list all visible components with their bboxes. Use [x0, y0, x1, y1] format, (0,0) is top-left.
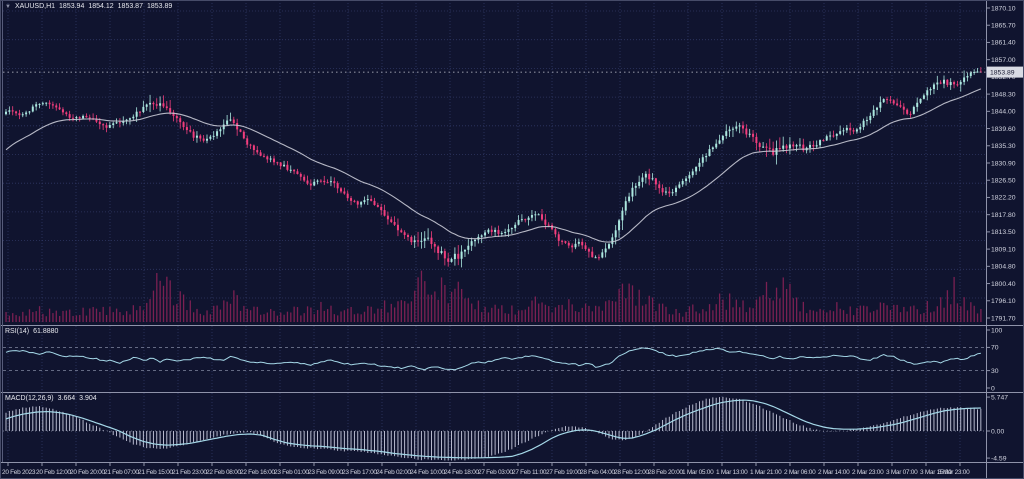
svg-text:3 Mar 07:00: 3 Mar 07:00: [886, 469, 918, 476]
svg-text:0: 0: [991, 385, 995, 392]
svg-text:1853.89: 1853.89: [990, 70, 1015, 77]
symbol-period-label: XAUUSD,H1: [14, 3, 56, 10]
svg-text:1791.70: 1791.70: [991, 315, 1016, 322]
svg-text:1800.40: 1800.40: [991, 281, 1016, 288]
svg-text:0.00: 0.00: [991, 428, 1004, 435]
svg-text:23 Feb 01:00: 23 Feb 01:00: [274, 469, 309, 476]
svg-text:30: 30: [991, 368, 999, 375]
svg-text:1852.70: 1852.70: [991, 74, 1016, 81]
ohlc-open: 1853.94: [59, 3, 85, 10]
svg-text:24 Feb 10:00: 24 Feb 10:00: [410, 469, 445, 476]
svg-text:1 Mar 13:00: 1 Mar 13:00: [716, 469, 748, 476]
svg-text:1839.60: 1839.60: [991, 126, 1016, 133]
svg-text:1 Mar 05:00: 1 Mar 05:00: [682, 469, 714, 476]
svg-text:20 Feb 12:00: 20 Feb 12:00: [36, 469, 71, 476]
svg-text:24 Feb 02:00: 24 Feb 02:00: [376, 469, 411, 476]
svg-text:5.747: 5.747: [991, 394, 1008, 401]
time-axis-labels: 20 Feb 2023 20 Feb 12:00 20 Feb 20:00 21 Fe…: [2, 462, 970, 476]
macd-indicator: [3, 396, 986, 461]
ma-line: [5, 88, 982, 243]
svg-text:2 Mar 23:00: 2 Mar 23:00: [852, 469, 884, 476]
svg-text:27 Feb 03:00: 27 Feb 03:00: [478, 469, 513, 476]
svg-text:1865.70: 1865.70: [991, 23, 1016, 30]
chart-title: ▼ XAUUSD,H1 1853.94 1854.12 1853.87 1853.89: [5, 3, 176, 10]
macd-indicator-label: MACD(12,26,9) 3.664 3.904: [5, 395, 101, 402]
svg-text:24 Feb 18:00: 24 Feb 18:00: [444, 469, 479, 476]
svg-text:1796.10: 1796.10: [991, 298, 1016, 305]
svg-text:1830.90: 1830.90: [991, 160, 1016, 167]
svg-text:21 Feb 07:00: 21 Feb 07:00: [104, 469, 139, 476]
macd-axis-labels: 5.747 0.00 -4.59: [986, 394, 1008, 462]
svg-text:22 Feb 08:00: 22 Feb 08:00: [206, 469, 241, 476]
macd-main-value: 3.664: [57, 395, 76, 402]
svg-text:1844.00: 1844.00: [991, 109, 1016, 116]
candles-layer: [5, 67, 982, 268]
svg-text:3 Mar 23:00: 3 Mar 23:00: [938, 469, 970, 476]
svg-text:-4.59: -4.59: [991, 455, 1007, 462]
svg-text:1813.50: 1813.50: [991, 229, 1016, 236]
svg-text:1861.40: 1861.40: [991, 40, 1016, 47]
svg-text:2 Mar 14:00: 2 Mar 14:00: [818, 469, 850, 476]
svg-text:28 Feb 04:00: 28 Feb 04:00: [580, 469, 615, 476]
rsi-indicator-label: RSI(14) 61.8880: [5, 328, 62, 335]
macd-name: MACD(12,26,9): [5, 395, 54, 402]
svg-text:1804.80: 1804.80: [991, 264, 1016, 271]
svg-text:1848.30: 1848.30: [991, 91, 1016, 98]
svg-text:1870.10: 1870.10: [991, 5, 1016, 12]
svg-text:1822.20: 1822.20: [991, 195, 1016, 202]
ohlc-low: 1853.87: [117, 3, 143, 10]
current-price-box: 1853.89: [987, 66, 1023, 78]
svg-text:1835.30: 1835.30: [991, 143, 1016, 150]
svg-text:23 Feb 09:00: 23 Feb 09:00: [308, 469, 343, 476]
ohlc-close: 1853.89: [146, 3, 173, 10]
svg-text:23 Feb 17:00: 23 Feb 17:00: [342, 469, 377, 476]
macd-signal-value: 3.904: [79, 395, 97, 402]
svg-text:1826.50: 1826.50: [991, 178, 1016, 185]
svg-text:20 Feb 2023: 20 Feb 2023: [2, 469, 36, 476]
svg-text:3 Mar 15:00: 3 Mar 15:00: [920, 469, 952, 476]
svg-text:28 Feb 12:00: 28 Feb 12:00: [614, 469, 649, 476]
svg-text:1 Mar 21:00: 1 Mar 21:00: [750, 469, 782, 476]
svg-text:2 Mar 06:00: 2 Mar 06:00: [784, 469, 816, 476]
svg-text:70: 70: [991, 345, 999, 352]
macd-pane[interactable]: [3, 393, 986, 461]
price-axis-labels: 1870.10 1865.70 1861.40 1857.00 1852.70 1848.…: [986, 5, 1016, 322]
macd-signal-line: [5, 399, 981, 459]
grid-lines: [3, 3, 986, 461]
rsi-line: [5, 347, 981, 371]
volume-bars: [5, 270, 982, 322]
main-chart-pane[interactable]: [3, 3, 986, 324]
svg-text:20 Feb 20:00: 20 Feb 20:00: [70, 469, 105, 476]
svg-text:1857.00: 1857.00: [991, 57, 1016, 64]
svg-text:28 Feb 20:00: 28 Feb 20:00: [648, 469, 683, 476]
svg-text:1809.10: 1809.10: [991, 246, 1016, 253]
svg-text:22 Feb 16:00: 22 Feb 16:00: [240, 469, 275, 476]
svg-text:1817.80: 1817.80: [991, 212, 1016, 219]
chart-symbol-marker-icon: ▼: [5, 4, 11, 10]
rsi-indicator: [3, 346, 986, 372]
rsi-axis-labels: 100 70 30 0: [986, 327, 1003, 392]
svg-text:21 Feb 15:00: 21 Feb 15:00: [138, 469, 173, 476]
rsi-value: 61.8880: [33, 328, 59, 335]
rsi-name: RSI(14): [5, 328, 30, 335]
svg-text:27 Feb 11:00: 27 Feb 11:00: [512, 469, 547, 476]
ohlc-high: 1854.12: [88, 3, 114, 10]
svg-text:100: 100: [991, 327, 1003, 334]
svg-text:21 Feb 23:00: 21 Feb 23:00: [172, 469, 207, 476]
svg-text:27 Feb 19:00: 27 Feb 19:00: [546, 469, 581, 476]
